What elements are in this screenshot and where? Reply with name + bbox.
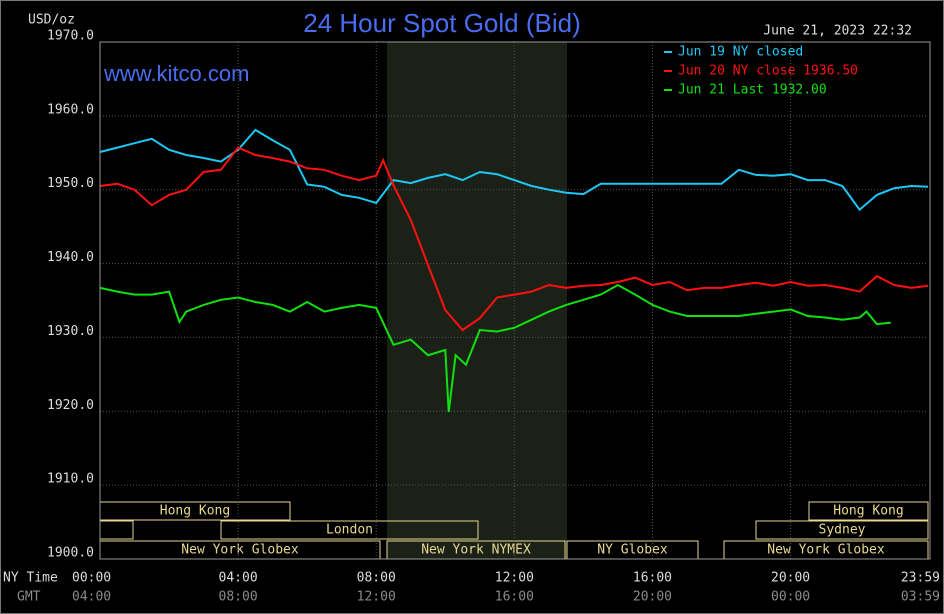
chart-title: 24 Hour Spot Gold (Bid) [303, 8, 580, 38]
series-line [99, 146, 929, 332]
x-tick-label: 16:00 [633, 571, 672, 586]
nymex-shade [387, 42, 567, 559]
plot-border [99, 41, 931, 560]
gmt-tick-label: 08:00 [219, 590, 258, 605]
watermark: www.kitco.com [103, 61, 249, 86]
legend-label: Jun 21 Last 1932.00 [678, 83, 827, 98]
session-label: Sydney [819, 523, 866, 538]
series-line [99, 283, 891, 413]
sessions: Hong Kong London New York Globex New York N… [99, 501, 929, 560]
legend-label: Jun 20 NY close 1936.50 [678, 64, 858, 79]
x-tick-label: 08:00 [357, 571, 396, 586]
session-label: New York NYMEX [421, 543, 531, 558]
legend-label: Jun 19 NY closed [678, 45, 803, 60]
y-tick-label: 1950.0 [47, 176, 94, 191]
y-tick-label: 1900.0 [47, 546, 94, 561]
gmt-tick-label: 00:00 [771, 590, 810, 605]
x-tick-label: 00:00 [72, 571, 111, 586]
x-tick-label: 12:00 [495, 571, 534, 586]
x-tick-label: 04:00 [219, 571, 258, 586]
y-tick-label: 1970.0 [47, 29, 94, 44]
x-tick-label: 20:00 [771, 571, 810, 586]
gmt-tick-label: 04:00 [72, 590, 111, 605]
gmt-tick-label: 12:00 [357, 590, 396, 605]
session-label: NY Globex [597, 543, 668, 558]
y-tick-label: 1930.0 [47, 324, 94, 339]
x2-axis-label: GMT [17, 590, 41, 605]
timestamp: June 21, 2023 22:32 [763, 24, 912, 39]
y-tick-label: 1910.0 [47, 472, 94, 487]
y-tick-label: 1920.0 [47, 398, 94, 413]
session-box [220, 520, 479, 540]
y-axis-label: USD/oz [28, 13, 75, 28]
session-box [808, 501, 929, 521]
session-box [755, 520, 929, 540]
y-tick-label: 1940.0 [47, 250, 94, 265]
y-tick-label: 1960.0 [47, 102, 94, 117]
session-label: New York Globex [767, 543, 885, 558]
session-label: London [326, 523, 373, 538]
x-tick-label: 23:59 [901, 571, 940, 586]
series-line [99, 128, 929, 212]
gmt-tick-label: 20:00 [633, 590, 672, 605]
session-label: New York Globex [181, 543, 299, 558]
gmt-tick-label: 03:59 [901, 590, 940, 605]
x-axis-label: NY Time [3, 571, 58, 586]
session-label: Hong Kong [160, 504, 230, 519]
session-label: Hong Kong [833, 504, 903, 519]
gmt-tick-label: 16:00 [495, 590, 534, 605]
